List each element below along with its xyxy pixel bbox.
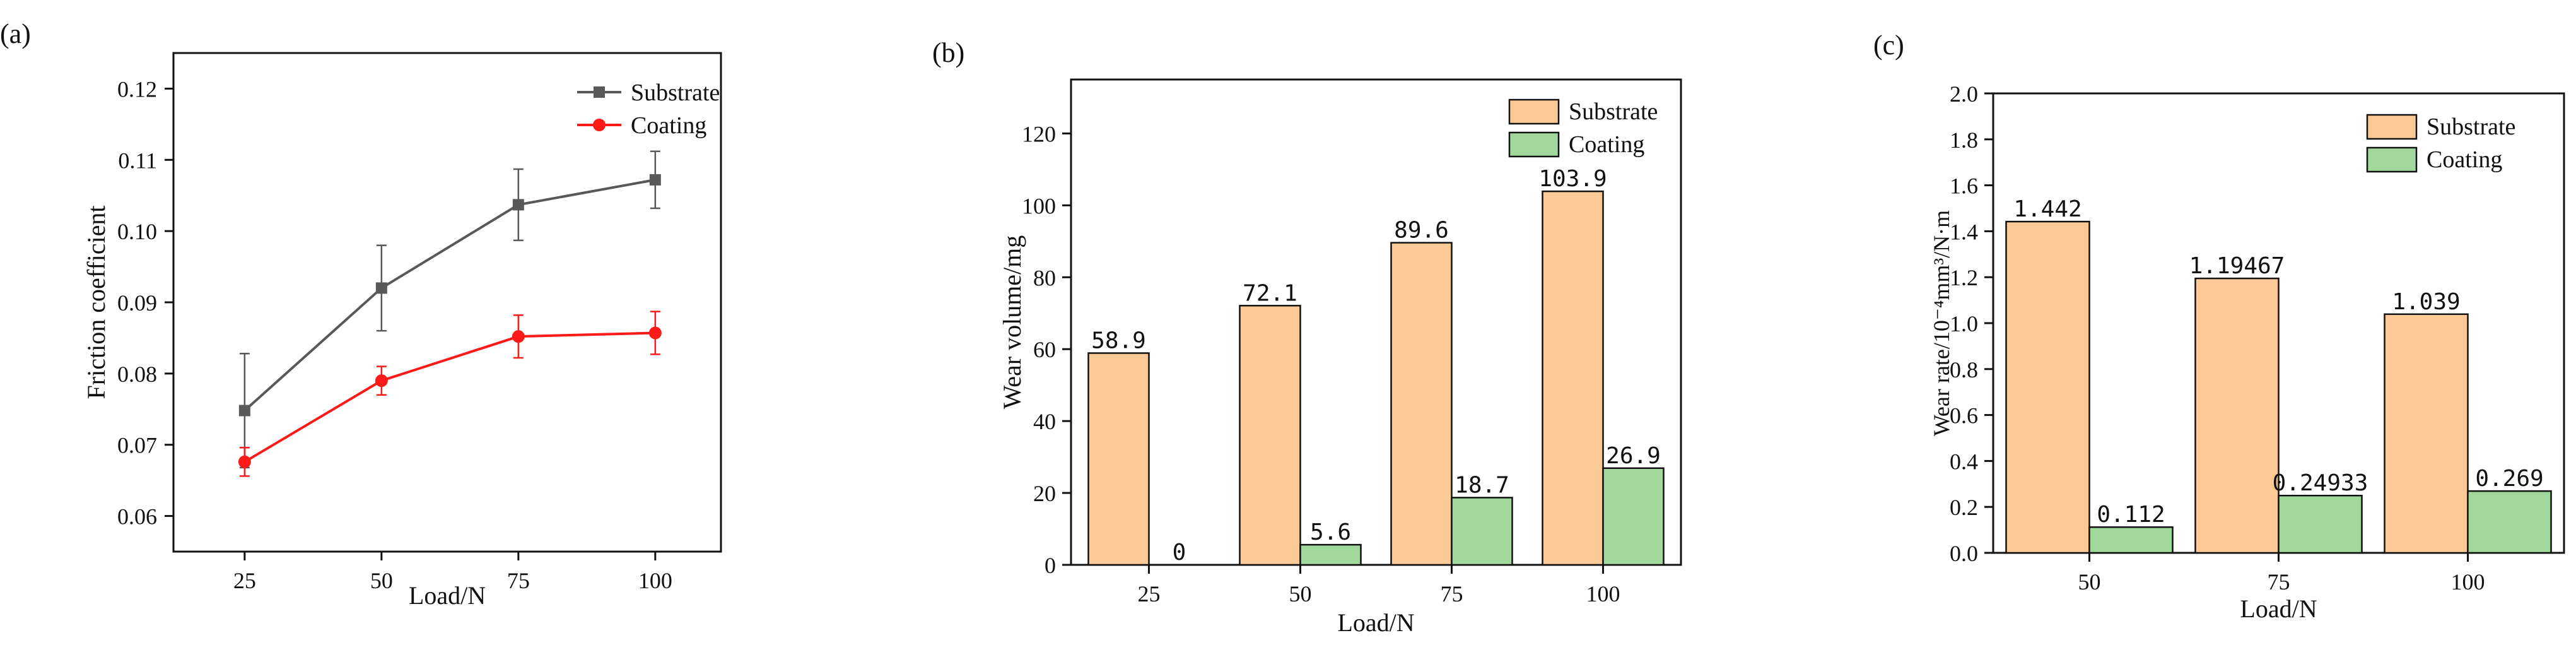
y-tick-label-a: 0.10	[117, 219, 157, 244]
data-label-coating: 0.24933	[2273, 470, 2368, 496]
bar-coating	[2088, 526, 2174, 554]
plot-frame-b	[1070, 78, 1682, 566]
data-label-coating: 26.9	[1606, 443, 1661, 469]
y-tick-label-a: 0.09	[117, 290, 157, 316]
y-tick-label-a: 0.07	[117, 433, 157, 458]
data-point-coating	[375, 374, 388, 388]
x-axis-label-c: Load/N	[2240, 595, 2317, 623]
y-axis-label-c: Wear rate/10⁻⁴mm³/N·m	[1929, 210, 1954, 436]
x-tick-label-c: 50	[2078, 569, 2101, 595]
data-point-substrate	[238, 405, 250, 417]
bar-substrate	[1542, 190, 1604, 566]
bar-coating	[1602, 467, 1665, 566]
legend-marker-coating	[593, 119, 606, 131]
data-label-coating: 18.7	[1455, 472, 1509, 498]
y-tick-label-b: 60	[1033, 337, 1056, 362]
data-point-coating	[238, 455, 251, 468]
x-tick-label-a: 75	[507, 568, 530, 593]
bar-coating	[1299, 543, 1362, 566]
x-tick-label-b: 75	[1441, 581, 1463, 607]
y-tick-label-c: 0.6	[1950, 403, 1978, 429]
y-tick-label-c: 0.0	[1950, 541, 1978, 566]
y-tick-label-b: 20	[1033, 481, 1056, 506]
data-label-coating: 5.6	[1310, 519, 1351, 545]
x-tick-label-b: 25	[1138, 581, 1161, 607]
legend-label-coating: Coating	[631, 112, 706, 139]
panel-label-c: (c)	[1873, 30, 1904, 61]
data-point-substrate	[375, 282, 387, 294]
data-point-coating	[648, 326, 662, 340]
legend-swatch-substrate	[2366, 114, 2418, 140]
x-tick-label-a: 100	[638, 568, 672, 593]
data-label-substrate: 1.039	[2392, 289, 2460, 315]
x-tick-label-a: 25	[233, 568, 256, 593]
y-tick-label-a: 0.06	[117, 504, 157, 530]
data-label-substrate: 72.1	[1243, 280, 1297, 306]
data-label-substrate: 103.9	[1538, 166, 1607, 192]
bar-substrate	[2005, 220, 2090, 554]
bar-substrate	[1390, 242, 1453, 566]
legend-marker-substrate	[594, 86, 605, 98]
y-tick-label-c: 1.2	[1950, 265, 1978, 290]
y-tick-label-b: 100	[1022, 193, 1056, 218]
bar-substrate	[1087, 352, 1150, 566]
y-tick-label-c: 1.6	[1950, 174, 1978, 199]
y-tick-label-c: 1.4	[1950, 219, 1978, 244]
data-label-substrate: 58.9	[1091, 328, 1146, 353]
data-point-substrate	[512, 199, 524, 211]
x-tick-label-b: 50	[1289, 581, 1312, 607]
y-tick-label-b: 40	[1033, 409, 1056, 434]
panel-b: 0 20 40 60 80 100 120 25 58.9 0 50 72.1 5.6 75 89.6 18.…	[998, 78, 1682, 637]
data-label-coating: 0.269	[2475, 466, 2543, 492]
data-point-coating	[512, 330, 525, 343]
y-tick-label-c: 1.8	[1950, 127, 1978, 153]
bar-coating	[2467, 490, 2552, 554]
y-axis-label-a: Friction coefficient	[82, 206, 110, 399]
panel-label-a: (a)	[0, 18, 31, 49]
data-label-substrate: 1.442	[2013, 196, 2081, 222]
bar-coating	[2278, 494, 2363, 554]
y-tick-label-c: 0.2	[1950, 495, 1978, 520]
y-tick-label-a: 0.08	[117, 362, 157, 387]
legend-label-coating: Coating	[1569, 131, 1644, 158]
y-tick-label-b: 120	[1022, 121, 1056, 146]
legend-swatch-coating	[1508, 131, 1560, 158]
y-tick-label-b: 0	[1045, 553, 1056, 578]
bar-substrate	[1239, 305, 1301, 566]
x-tick-label-c: 100	[2451, 569, 2485, 595]
y-tick-label-c: 0.8	[1950, 357, 1978, 382]
series-line-substrate	[243, 178, 656, 412]
x-tick-label-a: 50	[370, 568, 393, 593]
data-label-substrate: 89.6	[1394, 218, 1449, 244]
bar-substrate	[2194, 277, 2280, 554]
data-label-coating: 0	[1173, 540, 1186, 565]
legend-label-substrate: Substrate	[631, 80, 720, 106]
bar-substrate	[2384, 313, 2469, 554]
y-tick-label-a: 0.11	[118, 148, 157, 173]
panel-c: 0.0 0.2 0.4 0.6 0.8 1.0 1.2 1.4 1.6 1.8 2.0 50 1.442…	[1929, 81, 2565, 623]
x-axis-label-a: Load/N	[409, 581, 486, 610]
x-tick-label-b: 100	[1586, 581, 1620, 607]
legend-label-substrate: Substrate	[1569, 98, 1658, 125]
panel-a: 0.06 0.07 0.08 0.09 0.10 0.11 0.12 25 50 75 100 Loa…	[82, 52, 722, 610]
data-label-coating: 0.112	[2097, 502, 2165, 528]
data-label-substrate: 1.19467	[2189, 253, 2285, 279]
legend-label-substrate: Substrate	[2427, 114, 2515, 140]
legend-swatch-substrate	[1508, 98, 1560, 125]
x-tick-label-c: 75	[2268, 569, 2290, 595]
panel-label-b: (b)	[932, 37, 964, 68]
y-tick-label-a: 0.12	[117, 76, 157, 102]
y-tick-label-c: 2.0	[1950, 81, 1978, 107]
y-axis-label-b: Wear volume/mg	[998, 235, 1026, 410]
y-tick-label-c: 0.4	[1950, 449, 1978, 474]
y-tick-label-c: 1.0	[1950, 311, 1978, 336]
y-tick-label-b: 80	[1033, 265, 1056, 290]
bar-coating	[1451, 497, 1513, 566]
legend-swatch-coating	[2366, 146, 2418, 173]
legend-label-coating: Coating	[2427, 146, 2502, 173]
series-line-coating	[243, 331, 655, 463]
data-point-substrate	[649, 174, 661, 186]
x-axis-label-b: Load/N	[1337, 608, 1414, 637]
